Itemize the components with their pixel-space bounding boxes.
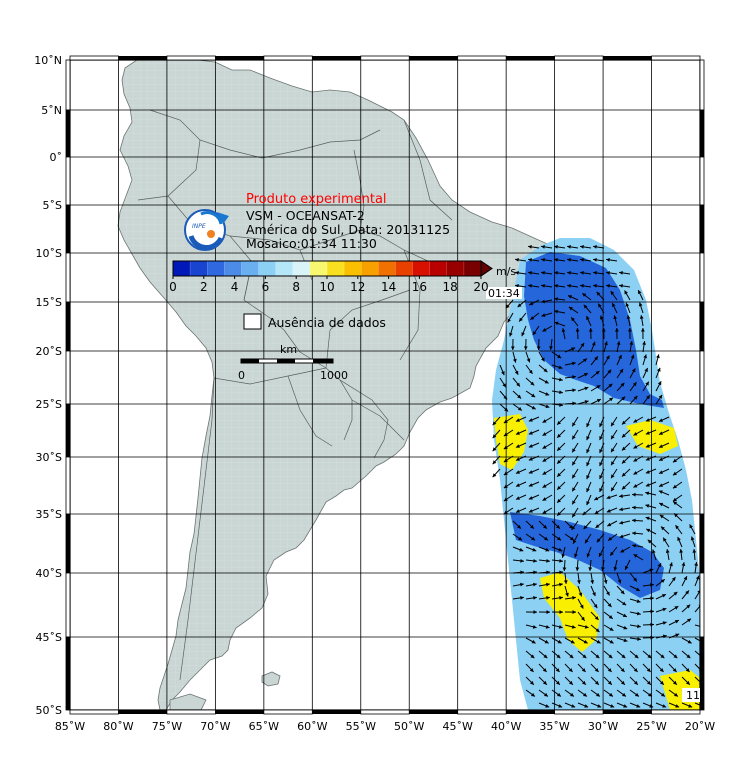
lon-label: 55˚W xyxy=(346,720,376,733)
lon-label: 85˚W xyxy=(55,720,85,733)
colorbar-tick-label: 2 xyxy=(200,280,208,294)
scale-bar xyxy=(240,358,334,364)
lat-label: 15˚S xyxy=(36,296,62,309)
corner-tag-box xyxy=(682,688,700,702)
nodata-swatch xyxy=(243,313,262,330)
colorbar-arrow xyxy=(480,260,493,277)
colorbar-tick-label: 10 xyxy=(319,280,334,294)
lat-label: 25˚S xyxy=(36,398,62,411)
colorbar-swatch xyxy=(241,261,260,276)
lon-label: 75˚W xyxy=(152,720,182,733)
wind-swath xyxy=(492,238,700,710)
lat-label: 50˚S xyxy=(36,704,62,717)
colorbar-swatch xyxy=(327,261,345,276)
lon-label: 20˚W xyxy=(685,720,715,733)
graticule xyxy=(69,59,701,711)
legend-line2: América do Sul, Data: 20131125 xyxy=(246,222,450,237)
lon-label: 50˚W xyxy=(394,720,424,733)
colorbar-tick-label: 4 xyxy=(231,280,239,294)
lat-label: 45˚S xyxy=(36,631,62,644)
legend-line3: Mosaico:01:34 11:30 xyxy=(246,236,377,251)
colorbar-swatch xyxy=(429,261,448,276)
latitude-labels: 10˚N 5˚N 0˚ 5˚S 10˚S 15˚S 20˚S 25˚S 30˚S 35˚S 40˚S… xyxy=(34,54,62,717)
map-frame xyxy=(65,55,705,715)
lon-label: 35˚W xyxy=(539,720,569,733)
colorbar-swatch xyxy=(378,261,396,276)
lon-label: 65˚W xyxy=(249,720,279,733)
colorbar-swatch xyxy=(463,261,482,276)
colorbar-swatch xyxy=(190,261,208,276)
lat-label: 5˚N xyxy=(41,104,62,117)
colorbar-tick-label: 18 xyxy=(443,280,458,294)
lon-label: 80˚W xyxy=(103,720,133,733)
colorbar-swatch xyxy=(292,261,311,276)
tierra-del-fuego xyxy=(169,693,207,710)
colorbar-tick-label: 16 xyxy=(412,280,427,294)
colorbar-swatch xyxy=(412,261,431,276)
colorbar-tick-label: 8 xyxy=(292,280,300,294)
lon-label: 40˚W xyxy=(491,720,521,733)
colorbar xyxy=(172,260,493,277)
legend-line1: VSM - OCEANSAT-2 xyxy=(246,208,365,223)
corner-tag: 11 xyxy=(686,689,700,702)
colorbar-ticks: 0 2 4 6 8 10 12 14 16 18 20 xyxy=(169,276,489,294)
scalebar-end: 1000 xyxy=(320,369,348,382)
lon-label: 45˚W xyxy=(443,720,473,733)
colorbar-tick-label: 12 xyxy=(350,280,365,294)
legend-title: Produto experimental xyxy=(246,192,387,207)
colorbar-swatch xyxy=(344,261,362,276)
scalebar-unit: km xyxy=(280,343,297,356)
colorbar-swatch xyxy=(446,261,465,276)
colorbar-tick-label: 0 xyxy=(169,280,177,294)
lon-label: 25˚W xyxy=(636,720,666,733)
colorbar-tick-label: 14 xyxy=(381,280,396,294)
svg-text:INPE: INPE xyxy=(192,223,206,230)
colorbar-unit: m/s xyxy=(496,265,516,278)
lat-label: 10˚S xyxy=(36,247,62,260)
lat-label: 20˚S xyxy=(36,345,62,358)
lat-label: 30˚S xyxy=(36,451,62,464)
time-tag: 01:34 xyxy=(488,287,520,300)
lon-label: 30˚W xyxy=(588,720,618,733)
longitude-labels: 85˚W 80˚W 75˚W 70˚W 65˚W 60˚W 55˚W 50˚W 45˚W 40˚W… xyxy=(55,720,715,733)
south-america-landmass xyxy=(117,60,559,710)
falkland-islands xyxy=(261,671,281,687)
lat-label: 0˚ xyxy=(50,151,63,164)
colorbar-swatch xyxy=(309,261,328,276)
colorbar-swatch xyxy=(275,261,294,276)
wind-swath-calm-1 xyxy=(494,414,528,470)
lat-label: 10˚N xyxy=(34,54,62,67)
lon-label: 60˚W xyxy=(297,720,327,733)
colorbar-swatch xyxy=(207,261,225,276)
colorbar-swatch xyxy=(361,261,379,276)
scalebar-start: 0 xyxy=(238,369,245,382)
lat-label: 40˚S xyxy=(36,567,62,580)
colorbar-swatch xyxy=(224,261,242,276)
lon-label: 70˚W xyxy=(200,720,230,733)
colorbar-swatch xyxy=(258,261,277,276)
colorbar-swatch xyxy=(395,261,414,276)
time-tag-box xyxy=(486,287,522,299)
lat-label: 35˚S xyxy=(36,508,62,521)
colorbar-tick-label: 6 xyxy=(262,280,270,294)
colorbar-swatch xyxy=(173,261,191,276)
lat-label: 5˚S xyxy=(43,199,62,212)
inpe-logo: INPE xyxy=(184,209,229,251)
nodata-label: Ausência de dados xyxy=(268,315,386,330)
colorbar-tick-label: 20 xyxy=(473,280,488,294)
